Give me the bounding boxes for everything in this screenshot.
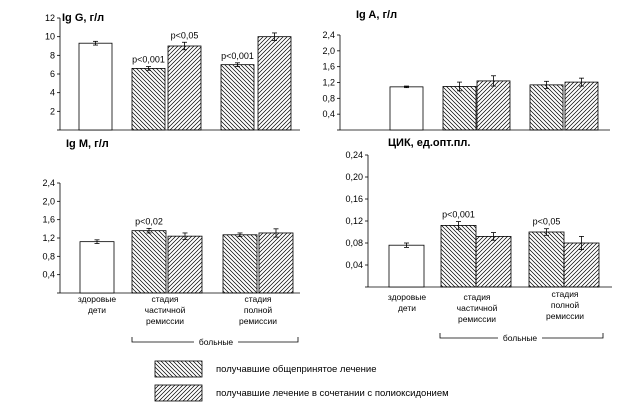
error-bar: [457, 81, 462, 92]
error-bar: [491, 75, 496, 87]
error-bar: [94, 239, 100, 244]
y-tick-label: 0,16: [345, 194, 363, 204]
patients-label: больные: [199, 337, 234, 347]
category-labels-right: здоровые дети стадия частичной ремиссии ста…: [388, 289, 604, 344]
y-tick-label: 1,2: [322, 78, 335, 88]
y-tick-label: 0,08: [345, 238, 363, 248]
category-labels-left: здоровые дети стадия частичной ремиссии ста…: [78, 294, 299, 348]
bar: [476, 80, 511, 131]
bar: [167, 235, 203, 294]
chart-title: ЦИК, ед.опт.пл.: [388, 137, 470, 149]
error-bar: [404, 85, 409, 89]
bar: [78, 42, 113, 131]
y-tick-label: 0,4: [42, 270, 55, 280]
significance-label: p<0,05: [533, 217, 561, 227]
error-bar: [182, 232, 188, 240]
legend-swatch-standard: [154, 360, 203, 378]
significance-label: p<0,05: [171, 30, 199, 40]
error-bar: [93, 40, 98, 46]
error-bar: [491, 232, 496, 241]
bar: [564, 81, 599, 131]
category-label-partial: стадия частичной ремиссии: [457, 292, 498, 324]
error-bar: [273, 228, 279, 238]
y-tick-label: 2,4: [42, 178, 55, 188]
significance-label: p<0,02: [135, 216, 163, 226]
significance-label: p<0,001: [221, 51, 254, 61]
bar: [257, 36, 292, 131]
y-tick-label: 0,24: [345, 150, 363, 160]
chart-iga: Ig A, г/л 0,4 0,8 1,2 1,6 2,0 2,4: [322, 9, 610, 131]
y-tick-label: 10: [45, 32, 55, 42]
y-tick-label: 6: [50, 69, 55, 79]
y-tick-label: 0,04: [345, 260, 363, 270]
bar: [529, 84, 564, 131]
error-bar: [146, 66, 151, 71]
y-tick-label: 1,6: [322, 62, 335, 72]
error-bar: [579, 77, 584, 87]
y-tick-label: 0,8: [42, 251, 55, 261]
bar: [563, 242, 600, 288]
bar: [79, 241, 115, 294]
error-bar: [404, 242, 409, 248]
y-tick-label: 2: [50, 106, 55, 116]
bar: [440, 224, 477, 288]
bar: [258, 232, 294, 294]
bar: [475, 235, 512, 288]
y-tick-label: 4: [50, 88, 55, 98]
error-bar: [544, 228, 549, 236]
chart-cik: ЦИК, ед.опт.пл. 0,04 0,08 0,12 0,16 0,20 0,24 p…: [345, 137, 612, 288]
y-tick-label: 0,12: [345, 216, 363, 226]
bar: [528, 231, 565, 288]
category-label-full: стадия полной ремиссии: [239, 294, 277, 326]
bar: [222, 234, 258, 294]
error-bar: [235, 62, 240, 67]
error-bar: [544, 80, 549, 89]
significance-label: p<0,001: [132, 55, 165, 65]
chart-title: Ig G, г/л: [62, 12, 104, 24]
error-bar: [579, 235, 584, 251]
y-tick-label: 2,0: [42, 196, 55, 206]
y-tick-label: 0,8: [322, 93, 335, 103]
y-tick-label: 2,4: [322, 30, 335, 40]
chart-igg: Ig G, г/л 2 4 6 8 10 12 p<0,001 p<0,05 p<0,001: [45, 12, 300, 131]
bar: [131, 68, 166, 131]
bar: [388, 244, 425, 288]
legend-label-standard: получавшие общепринятое лечение: [216, 364, 377, 375]
category-label-healthy: здоровые дети: [78, 294, 116, 315]
legend-swatch-polyoxidonium: [154, 384, 203, 402]
y-tick-label: 12: [45, 13, 55, 23]
bar: [389, 86, 424, 131]
legend: получавшие общепринятое лечение получавш…: [154, 360, 449, 402]
bar: [220, 64, 255, 131]
category-label-healthy: здоровые дети: [388, 292, 426, 313]
legend-item-standard: получавшие общепринятое лечение: [154, 360, 377, 378]
patients-label: больные: [503, 333, 538, 343]
bar: [131, 230, 167, 294]
error-bar: [237, 232, 243, 238]
chart-title: Ig A, г/л: [356, 9, 397, 21]
category-label-full: стадия полной ремиссии: [546, 289, 584, 321]
error-bar: [182, 41, 187, 51]
y-tick-label: 0,4: [322, 109, 335, 119]
chart-igm: Ig M, г/л 0,4 0,8 1,2 1,6 2,0 2,4 p<0,02: [42, 138, 300, 294]
chart-title: Ig M, г/л: [66, 138, 109, 150]
error-bar: [456, 221, 461, 230]
y-tick-label: 1,2: [42, 233, 55, 243]
y-tick-label: 2,0: [322, 46, 335, 56]
y-tick-label: 1,6: [42, 215, 55, 225]
bar: [442, 86, 477, 131]
legend-item-polyoxidonium: получавшие лечение в сочетании с полиокс…: [154, 384, 449, 402]
y-tick-label: 0,20: [345, 172, 363, 182]
category-label-partial: стадия частичной ремиссии: [145, 294, 186, 326]
y-tick-label: 8: [50, 50, 55, 60]
error-bar: [272, 32, 277, 41]
error-bar: [146, 227, 152, 234]
legend-label-polyoxidonium: получавшие лечение в сочетании с полиокс…: [216, 388, 449, 399]
bar: [167, 45, 202, 131]
significance-label: p<0,001: [442, 210, 475, 220]
